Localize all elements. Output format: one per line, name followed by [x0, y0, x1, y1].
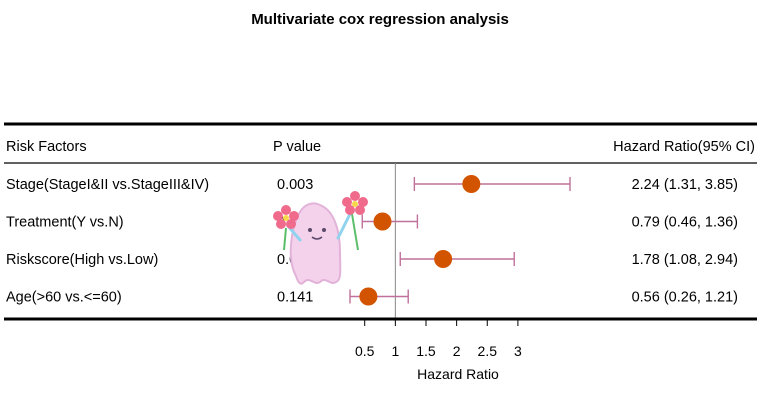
flower-right: [342, 191, 368, 215]
p-value-label: 0.003: [277, 177, 313, 193]
risk-factor-label: Age(>60 vs.<=60): [6, 290, 122, 306]
x-axis: 0.5 1 1.5 2 2.5 3: [355, 319, 522, 359]
hazard-ratio-label: 1.78 (1.08, 2.94): [632, 252, 738, 268]
x-tick-label: 0.5: [355, 343, 375, 359]
header-hazard-ratio: Hazard Ratio(95% CI): [613, 139, 755, 155]
x-tick-label: 3: [514, 343, 522, 359]
x-tick-label: 1: [391, 343, 399, 359]
x-tick-label: 1.5: [416, 343, 436, 359]
sticker-ghost-with-flowers: [273, 191, 368, 285]
risk-factor-label: Riskscore(High vs.Low): [6, 252, 158, 268]
hazard-ratio-point: [462, 175, 481, 193]
x-tick-label: 2: [453, 343, 461, 359]
table-row: Stage(StageI&II vs.StageIII&IV) 0.003 2.24…: [6, 175, 738, 193]
p-value-label: 0.141: [277, 290, 313, 306]
header-p-value: P value: [273, 139, 321, 155]
x-tick-label: 2.5: [478, 343, 498, 359]
hazard-ratio-label: 2.24 (1.31, 3.85): [632, 177, 738, 193]
table-row: Riskscore(High vs.Low) 0.0 1.78 (1.08, 2.9…: [6, 250, 738, 268]
hazard-ratio-label: 0.79 (0.46, 1.36): [632, 215, 738, 231]
table-row: Age(>60 vs.<=60) 0.141 0.56 (0.26, 1.21): [6, 287, 738, 306]
chart-title: Multivariate cox regression analysis: [251, 11, 509, 28]
hazard-ratio-point: [434, 250, 453, 268]
header-risk-factors: Risk Factors: [6, 139, 87, 155]
risk-factor-label: Treatment(Y vs.N): [6, 215, 124, 231]
flower-left: [273, 205, 299, 229]
hazard-ratio-point: [359, 287, 378, 306]
hazard-ratio-point: [373, 212, 392, 231]
table-row: Treatment(Y vs.N)0.40.79 (0.46, 1.36): [6, 212, 738, 231]
rows-layer: Stage(StageI&II vs.StageIII&IV) 0.003 2.24…: [6, 163, 738, 319]
x-axis-label: Hazard Ratio: [417, 366, 499, 382]
hazard-ratio-label: 0.56 (0.26, 1.21): [632, 290, 738, 306]
risk-factor-label: Stage(StageI&II vs.StageIII&IV): [6, 177, 209, 193]
